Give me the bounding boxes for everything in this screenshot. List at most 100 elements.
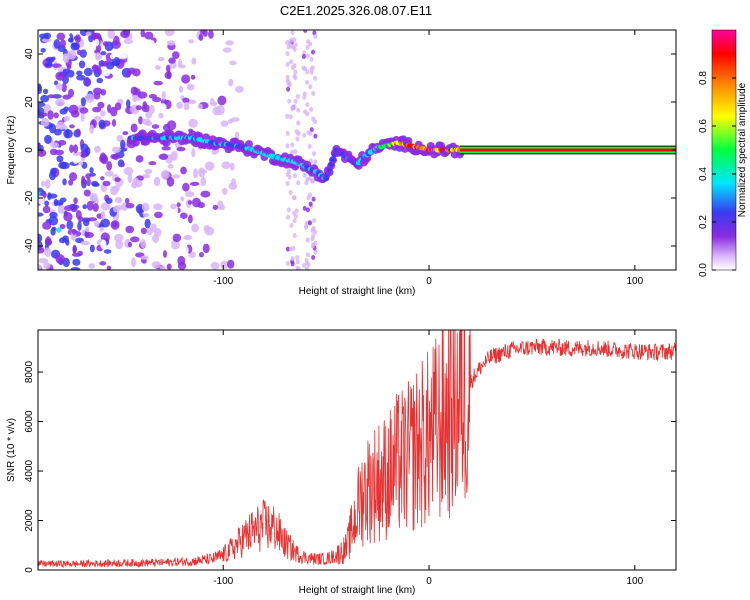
stripe-blob [308, 84, 313, 90]
noise-blob [153, 176, 161, 187]
ridge-blob [323, 176, 330, 182]
noise-blob [91, 182, 100, 187]
noise-blob [82, 204, 88, 210]
stripe-blob [312, 151, 317, 157]
stripe-blob [295, 255, 300, 261]
noise-blob [142, 213, 150, 218]
stripe-blob [290, 30, 295, 36]
noise-blob [151, 261, 161, 269]
noise-blob [142, 101, 147, 110]
noise-blob [97, 101, 105, 109]
stripe-blob [310, 243, 315, 249]
noise-blob [98, 119, 106, 129]
stripe-blob [309, 56, 314, 62]
noise-blob [93, 33, 99, 40]
noise-blob [73, 159, 79, 164]
y-tick-label: 8000 [24, 361, 35, 384]
noise-blob [176, 101, 183, 109]
y-tick-label: 6000 [24, 410, 35, 433]
noise-blob [106, 161, 113, 171]
noise-blob [38, 106, 45, 116]
y-tick-label: 2000 [24, 509, 35, 532]
noise-blob [140, 30, 145, 38]
noise-blob [45, 236, 52, 246]
noise-blob [166, 263, 172, 270]
noise-blob [166, 40, 176, 46]
noise-blob [127, 241, 133, 248]
stripe-blob [304, 258, 309, 264]
noise-blob [132, 177, 140, 187]
noise-blob [55, 98, 65, 107]
noise-blob [54, 149, 64, 156]
stripe-blob [313, 75, 318, 81]
snr-series-line [38, 330, 676, 569]
stripe-blob [295, 94, 300, 100]
noise-blob [63, 212, 73, 222]
noise-blob [148, 93, 157, 99]
noise-blob [229, 60, 237, 66]
noise-blob [38, 102, 46, 108]
stripe-blob [289, 222, 294, 228]
noise-blob [123, 39, 134, 44]
noise-blob [68, 172, 78, 182]
noise-blob [200, 190, 211, 198]
stripe-blob [292, 218, 297, 224]
noise-blob [138, 116, 143, 125]
noise-blob [93, 92, 101, 100]
noise-blob [220, 120, 229, 127]
noise-blob [182, 97, 190, 104]
stripe-blob [291, 195, 296, 201]
spectrogram-xlabel: Height of straight line (km) [299, 286, 416, 297]
stripe-blob [287, 81, 292, 87]
noise-blob [124, 197, 130, 204]
noise-blob [73, 197, 78, 205]
stripe-blob [305, 44, 310, 50]
noise-blob [200, 30, 206, 35]
noise-blob [130, 123, 138, 133]
noise-blob [72, 144, 79, 154]
noise-blob [59, 223, 66, 230]
noise-blob [62, 68, 71, 74]
noise-blob [72, 244, 77, 255]
noise-blob [176, 202, 181, 208]
noise-blob [231, 178, 236, 186]
x-tick-label: -100 [213, 276, 233, 287]
noise-blob [158, 153, 169, 160]
noise-blob [57, 204, 66, 214]
noise-blob [80, 143, 89, 153]
noise-blob [45, 179, 51, 189]
noise-blob [43, 32, 52, 40]
stripe-blob [288, 59, 293, 65]
noise-blob [158, 112, 164, 119]
noise-blob [71, 228, 77, 235]
noise-blob [40, 180, 46, 187]
noise-blob [178, 85, 184, 93]
noise-blob [97, 68, 102, 75]
noise-blob [190, 74, 196, 80]
noise-blob [86, 200, 94, 211]
noise-blob [183, 102, 190, 111]
noise-blob [213, 70, 218, 78]
noise-blob [85, 226, 90, 233]
noise-blob [130, 236, 140, 243]
stripe-blob [295, 259, 300, 265]
noise-blob [140, 255, 149, 260]
noise-blob [99, 261, 107, 266]
noise-blob [180, 196, 185, 202]
noise-blob [94, 145, 101, 153]
noise-blob [99, 226, 105, 232]
noise-blob [187, 214, 193, 224]
noise-blob [109, 106, 118, 117]
stripe-blob [305, 237, 310, 243]
noise-blob [141, 174, 151, 179]
noise-blob [100, 110, 106, 117]
stripe-blob [313, 133, 318, 139]
stripe-blob [296, 107, 301, 113]
stripe-blob [313, 240, 318, 246]
noise-blob [106, 104, 112, 113]
stripe-blob [288, 190, 293, 196]
noise-blob [189, 181, 200, 187]
noise-blob [85, 150, 90, 157]
noise-blob [110, 153, 118, 160]
noise-blob [58, 161, 67, 169]
